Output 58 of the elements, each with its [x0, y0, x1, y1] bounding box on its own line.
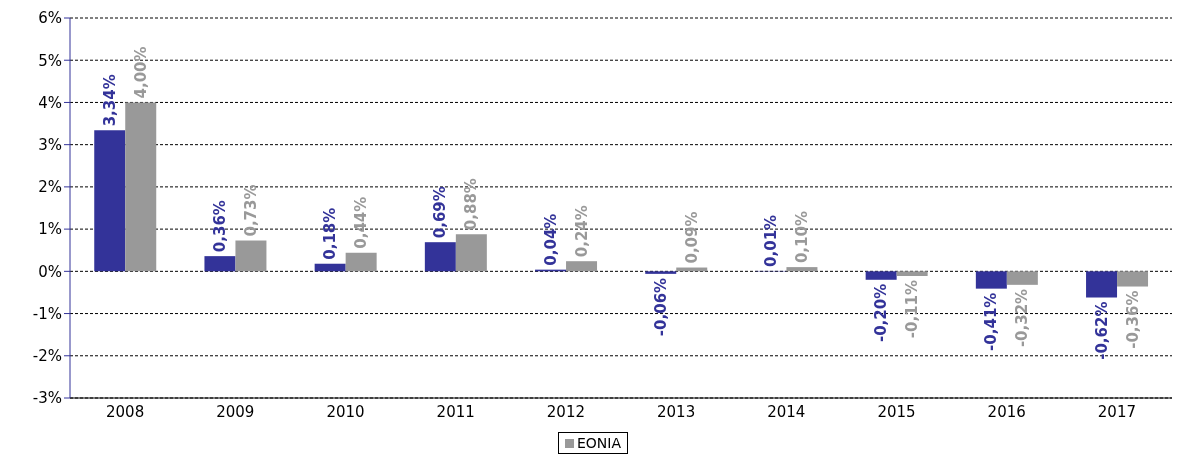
bar [314, 263, 346, 272]
y-tick-label: -3% [32, 389, 62, 408]
bar [566, 261, 598, 272]
data-label: 4,00% [131, 46, 150, 99]
x-tick-label: 2016 [987, 402, 1026, 421]
bar [645, 271, 677, 274]
data-label: -0,62% [1092, 301, 1111, 360]
bar [125, 102, 157, 272]
y-tick-label: 0% [38, 262, 62, 281]
bar [235, 240, 267, 272]
bar [1086, 271, 1118, 298]
y-tick-label: 1% [38, 220, 62, 239]
data-label: -0,36% [1123, 290, 1142, 349]
y-tick-label: 2% [38, 178, 62, 197]
data-label: 0,01% [761, 214, 780, 267]
x-tick-label: 2017 [1097, 402, 1136, 421]
bar [975, 271, 1007, 289]
bar [345, 252, 377, 272]
bar [1006, 271, 1038, 285]
y-tick-label: 3% [38, 135, 62, 154]
bar [786, 267, 818, 272]
x-tick-label: 2014 [767, 402, 806, 421]
y-tick-label: -1% [32, 304, 62, 323]
x-tick-label: 2015 [877, 402, 916, 421]
x-tick-label: 2013 [657, 402, 696, 421]
bar [1117, 271, 1149, 287]
data-label: 0,44% [352, 196, 371, 249]
data-label: 0,24% [572, 205, 591, 258]
data-label: 0,69% [431, 186, 450, 239]
bar [94, 130, 126, 272]
x-tick-label: 2012 [546, 402, 585, 421]
data-label: 0,18% [321, 207, 340, 260]
data-label: 0,04% [541, 213, 560, 266]
x-tick-label: 2008 [106, 402, 145, 421]
data-label: 0,10% [792, 211, 811, 264]
bar [865, 271, 897, 280]
x-tick-label: 2011 [436, 402, 475, 421]
data-label: 0,09% [682, 211, 701, 264]
data-label: -0,06% [651, 277, 670, 337]
data-label: -0,20% [872, 283, 891, 343]
data-label: 0,88% [462, 178, 481, 231]
y-tick-label: 5% [38, 51, 62, 70]
bar [204, 256, 236, 272]
y-tick-label: -2% [32, 347, 62, 366]
data-label: 0,36% [210, 200, 229, 253]
data-label: -0,41% [982, 292, 1001, 351]
bar [896, 271, 928, 276]
bar [424, 242, 456, 272]
y-tick-label: 6% [38, 9, 62, 28]
data-label: -0,11% [903, 279, 922, 339]
legend-label: EONIA [576, 435, 622, 451]
y-tick-label: 4% [38, 93, 62, 112]
data-label: -0,32% [1013, 288, 1032, 348]
bar [455, 234, 487, 272]
data-label: 3,34% [100, 74, 119, 127]
x-tick-label: 2010 [326, 402, 365, 421]
x-tick-label: 2009 [216, 402, 255, 421]
data-label: 0,73% [241, 184, 260, 237]
